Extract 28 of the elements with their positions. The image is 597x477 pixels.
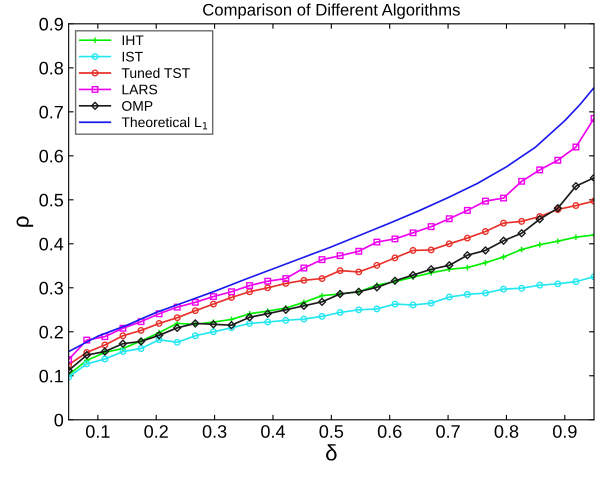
y-tick-label: 0 [54, 414, 64, 426]
x-tick-label: 0.7 [436, 425, 460, 438]
y-axis-title: ρ [16, 216, 34, 227]
legend-label: Tuned TST [122, 68, 190, 78]
legend-label: LARS [122, 84, 158, 94]
x-tick-label: 0.3 [202, 425, 226, 438]
legend-label: IST [122, 52, 143, 62]
y-tick-label: 0.9 [39, 18, 63, 31]
y-tick-label: 0.8 [39, 62, 64, 75]
x-tick-label: 0.8 [494, 425, 518, 438]
legend-label: IHT [122, 35, 144, 46]
x-tick-label: 0.1 [86, 425, 110, 438]
chart-title: Comparison of Different Algorithms [203, 3, 460, 19]
legend-label: OMP [122, 101, 152, 111]
x-tick-label: 0.5 [319, 425, 344, 438]
x-axis-title: δ [326, 444, 337, 461]
legend-label: Theoretical L$_{1}$ [122, 116, 208, 130]
y-tick-label: 0.6 [39, 150, 64, 163]
y-tick-label: 0.7 [39, 106, 63, 119]
y-tick-label: 0.3 [39, 282, 64, 295]
x-tick-label: 0.2 [144, 425, 168, 438]
x-tick-label: 0.9 [552, 425, 577, 438]
y-tick-label: 0.5 [39, 194, 64, 207]
x-tick-label: 0.6 [378, 425, 402, 438]
y-tick-label: 0.2 [39, 326, 63, 338]
y-tick-label: 0.1 [39, 370, 63, 382]
y-tick-label: 0.4 [39, 238, 64, 251]
x-tick-label: 0.4 [261, 425, 285, 438]
